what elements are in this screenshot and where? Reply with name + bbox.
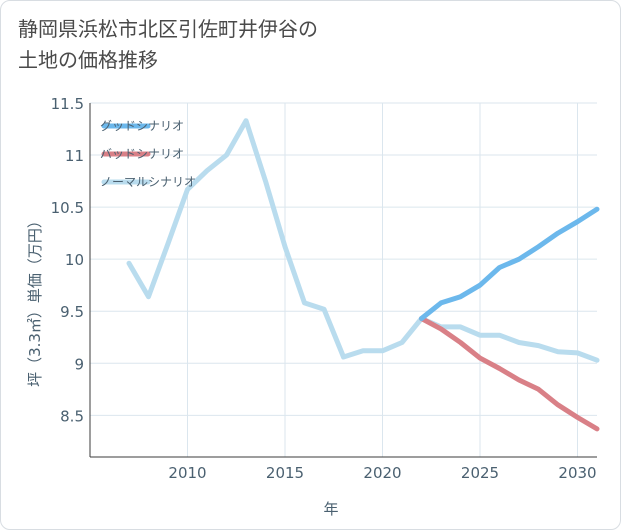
y-tick-label: 10.5 [51, 199, 84, 217]
series-line [126, 118, 600, 363]
legend-label: バッドシナリオ [100, 147, 184, 161]
axes: 8.5 9 9.5 10 10.5 11 11.5 2010 2015 2020 2025 2030 [51, 95, 597, 482]
y-tick-label: 10 [65, 251, 84, 269]
legend-label: グッドシナリオ [100, 119, 184, 133]
x-tick-label: 2020 [363, 464, 401, 482]
y-tick-label: 9.5 [60, 303, 84, 321]
chart-title: 静岡県浜松市北区引佐町井伊谷の 土地の価格推移 [18, 17, 318, 72]
legend-label: ノーマルシナリオ [100, 175, 196, 189]
x-tick-label: 2025 [461, 464, 499, 482]
y-tick-label: 8.5 [60, 407, 84, 425]
series-lines [126, 118, 600, 432]
y-tick-label: 9 [74, 355, 84, 373]
x-tick-label: 2010 [168, 464, 206, 482]
y-tick-label: 11 [65, 147, 84, 165]
y-axis-title: 坪（3.3㎡）単価（万円） [26, 213, 44, 387]
x-axis-title: 年 [323, 500, 338, 518]
series-line [419, 206, 600, 321]
series-line [419, 316, 600, 432]
x-tick-label: 2030 [558, 464, 596, 482]
y-tick-label: 11.5 [51, 95, 84, 113]
grid-lines [90, 102, 597, 457]
x-tick-label: 2015 [266, 464, 304, 482]
